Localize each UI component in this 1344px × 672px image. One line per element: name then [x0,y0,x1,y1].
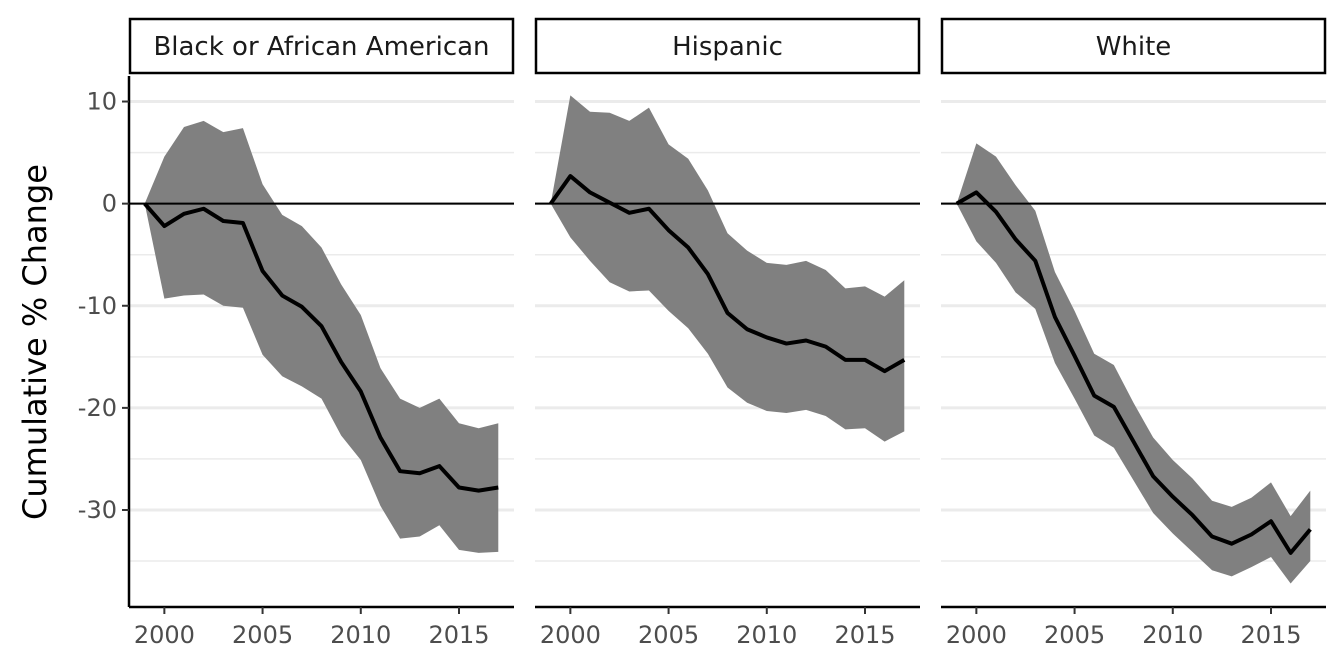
facet-strip [534,17,921,75]
y-tick-label: 10 [86,88,117,116]
x-tick-label: 2015 [834,621,895,649]
facet-panels: 2000 2005 2010 2015 Black or African America… [128,17,1327,649]
x-tick-label: 2005 [232,621,293,649]
confidence-ribbon [956,143,1311,584]
confidence-ribbon [144,120,499,553]
y-tick-label: -20 [78,394,117,422]
facet-strip [940,17,1327,75]
x-tick-label: 2000 [134,621,195,649]
facet-strip-label: Hispanic [672,32,783,62]
y-axis-title: Cumulative % Change [16,164,54,520]
facet-strip-label: Black or African American [153,32,489,62]
facet-panel-1: 2000 2005 2010 2015 Black or African America… [128,17,515,649]
x-tick-label: 2015 [428,621,489,649]
x-tick-label: 2010 [736,621,797,649]
x-tick-label: 2000 [946,621,1007,649]
y-tick-label: 0 [102,190,117,218]
x-tick-label: 2010 [1142,621,1203,649]
x-tick-label: 2000 [540,621,601,649]
x-tick-label: 2015 [1240,621,1301,649]
x-tick-label: 2005 [1044,621,1105,649]
facet-strip-label: White [1096,32,1172,62]
y-tick-label: -30 [78,496,117,524]
facet-panel-3: 2000 2005 2010 2015 White [940,17,1327,649]
facet-panel-2: 2000 2005 2010 2015 Hispanic [534,17,921,649]
facet-strip [128,17,515,75]
x-tick-label: 2010 [330,621,391,649]
y-axis: 10 0 -10 -20 -30 [78,76,131,607]
x-tick-label: 2005 [638,621,699,649]
confidence-ribbon [550,95,905,442]
y-tick-label: -10 [78,292,117,320]
